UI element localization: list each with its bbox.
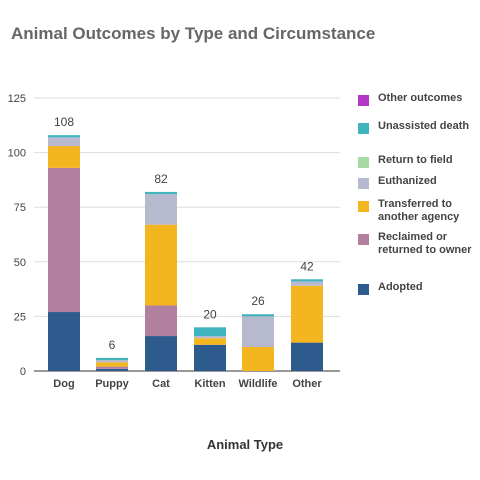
legend-item: Other outcomes: [358, 92, 478, 106]
legend-swatch: [358, 284, 369, 295]
legend-label: Other outcomes: [378, 92, 463, 104]
bar-wildlife-unassisted-death: [242, 314, 274, 317]
legend-label: Adopted: [378, 281, 423, 293]
bar-kitten-transferred-to-another-agency: [194, 338, 226, 345]
bar-other-unassisted-death: [291, 279, 323, 282]
legend-item: Unassisted death: [358, 120, 478, 134]
bar-kitten-euthanized: [194, 336, 226, 339]
legend-swatch: [358, 157, 369, 168]
labels: 0 25 50 75 100 125 Dog 108 Puppy 6 Cat 82 Kitten 20 Wi…: [8, 93, 323, 390]
total-label: 82: [154, 172, 168, 186]
legend-item: Return to field: [358, 154, 478, 168]
bar-puppy-adopted: [96, 368, 128, 371]
x-axis-title: Animal Type: [206, 437, 284, 452]
x-tick-label: Cat: [152, 378, 170, 390]
y-tick-label: 125: [8, 93, 26, 105]
legend-swatch: [358, 201, 369, 212]
legend-swatch: [358, 234, 369, 245]
y-tick-label: 25: [14, 311, 26, 323]
bar-puppy-unassisted-death: [96, 357, 128, 361]
x-tick-label: Other: [292, 378, 322, 390]
bar-other-transferred-to-another-agency: [291, 285, 323, 343]
x-tick-label: Kitten: [194, 378, 225, 390]
legend-swatch: [358, 123, 369, 134]
bar-puppy-transferred-to-another-agency: [96, 362, 128, 367]
bar-dog-unassisted-death: [48, 135, 80, 138]
bar-wildlife-euthanized: [242, 316, 274, 347]
bar-cat-adopted: [145, 336, 177, 371]
bar-other-adopted: [291, 342, 323, 371]
bar-dog-reclaimed-or-returned-to-owner: [48, 167, 80, 313]
bar-kitten-adopted: [194, 344, 226, 371]
gridlines: [34, 97, 340, 372]
bar-kitten-unassisted-death: [194, 327, 226, 337]
bars: [48, 135, 323, 371]
legend-swatch: [358, 95, 369, 106]
legend-item: Reclaimed or returned to owner: [358, 231, 478, 257]
bar-puppy-euthanized: [96, 360, 128, 363]
total-label: 42: [300, 259, 314, 273]
legend-item: Adopted: [358, 281, 478, 295]
bar-cat-reclaimed-or-returned-to-owner: [145, 305, 177, 337]
total-label: 26: [251, 294, 265, 308]
y-tick-label: 50: [14, 257, 26, 269]
bar-dog-adopted: [48, 312, 80, 371]
bar-cat-euthanized: [145, 194, 177, 225]
x-tick-label: Dog: [53, 378, 74, 390]
bar-cat-transferred-to-another-agency: [145, 224, 177, 306]
y-tick-label: 75: [14, 202, 26, 214]
bar-wildlife-transferred-to-another-agency: [242, 346, 274, 371]
total-label: 6: [109, 338, 116, 352]
bar-dog-euthanized: [48, 137, 80, 147]
bar-puppy-reclaimed-or-returned-to-owner: [96, 366, 128, 369]
total-label: 108: [54, 115, 74, 129]
legend-label: Transferred to another agency: [378, 198, 460, 223]
legend-label: Reclaimed or returned to owner: [378, 231, 472, 256]
chart-title: Animal Outcomes by Type and Circumstance: [11, 24, 376, 43]
total-label: 20: [203, 307, 217, 321]
legend-label: Euthanized: [378, 175, 437, 187]
y-tick-label: 100: [8, 148, 26, 160]
legend-item: Euthanized: [358, 175, 478, 189]
x-tick-label: Puppy: [95, 378, 129, 390]
x-tick-label: Wildlife: [238, 378, 277, 390]
legend-label: Return to field: [378, 154, 453, 166]
legend-item: Transferred to another agency: [358, 198, 478, 224]
legend-label: Unassisted death: [378, 120, 470, 132]
legend-swatch: [358, 178, 369, 189]
bar-cat-unassisted-death: [145, 191, 177, 195]
bar-dog-transferred-to-another-agency: [48, 146, 80, 168]
bar-other-euthanized: [291, 281, 323, 286]
y-tick-label: 0: [20, 366, 26, 378]
